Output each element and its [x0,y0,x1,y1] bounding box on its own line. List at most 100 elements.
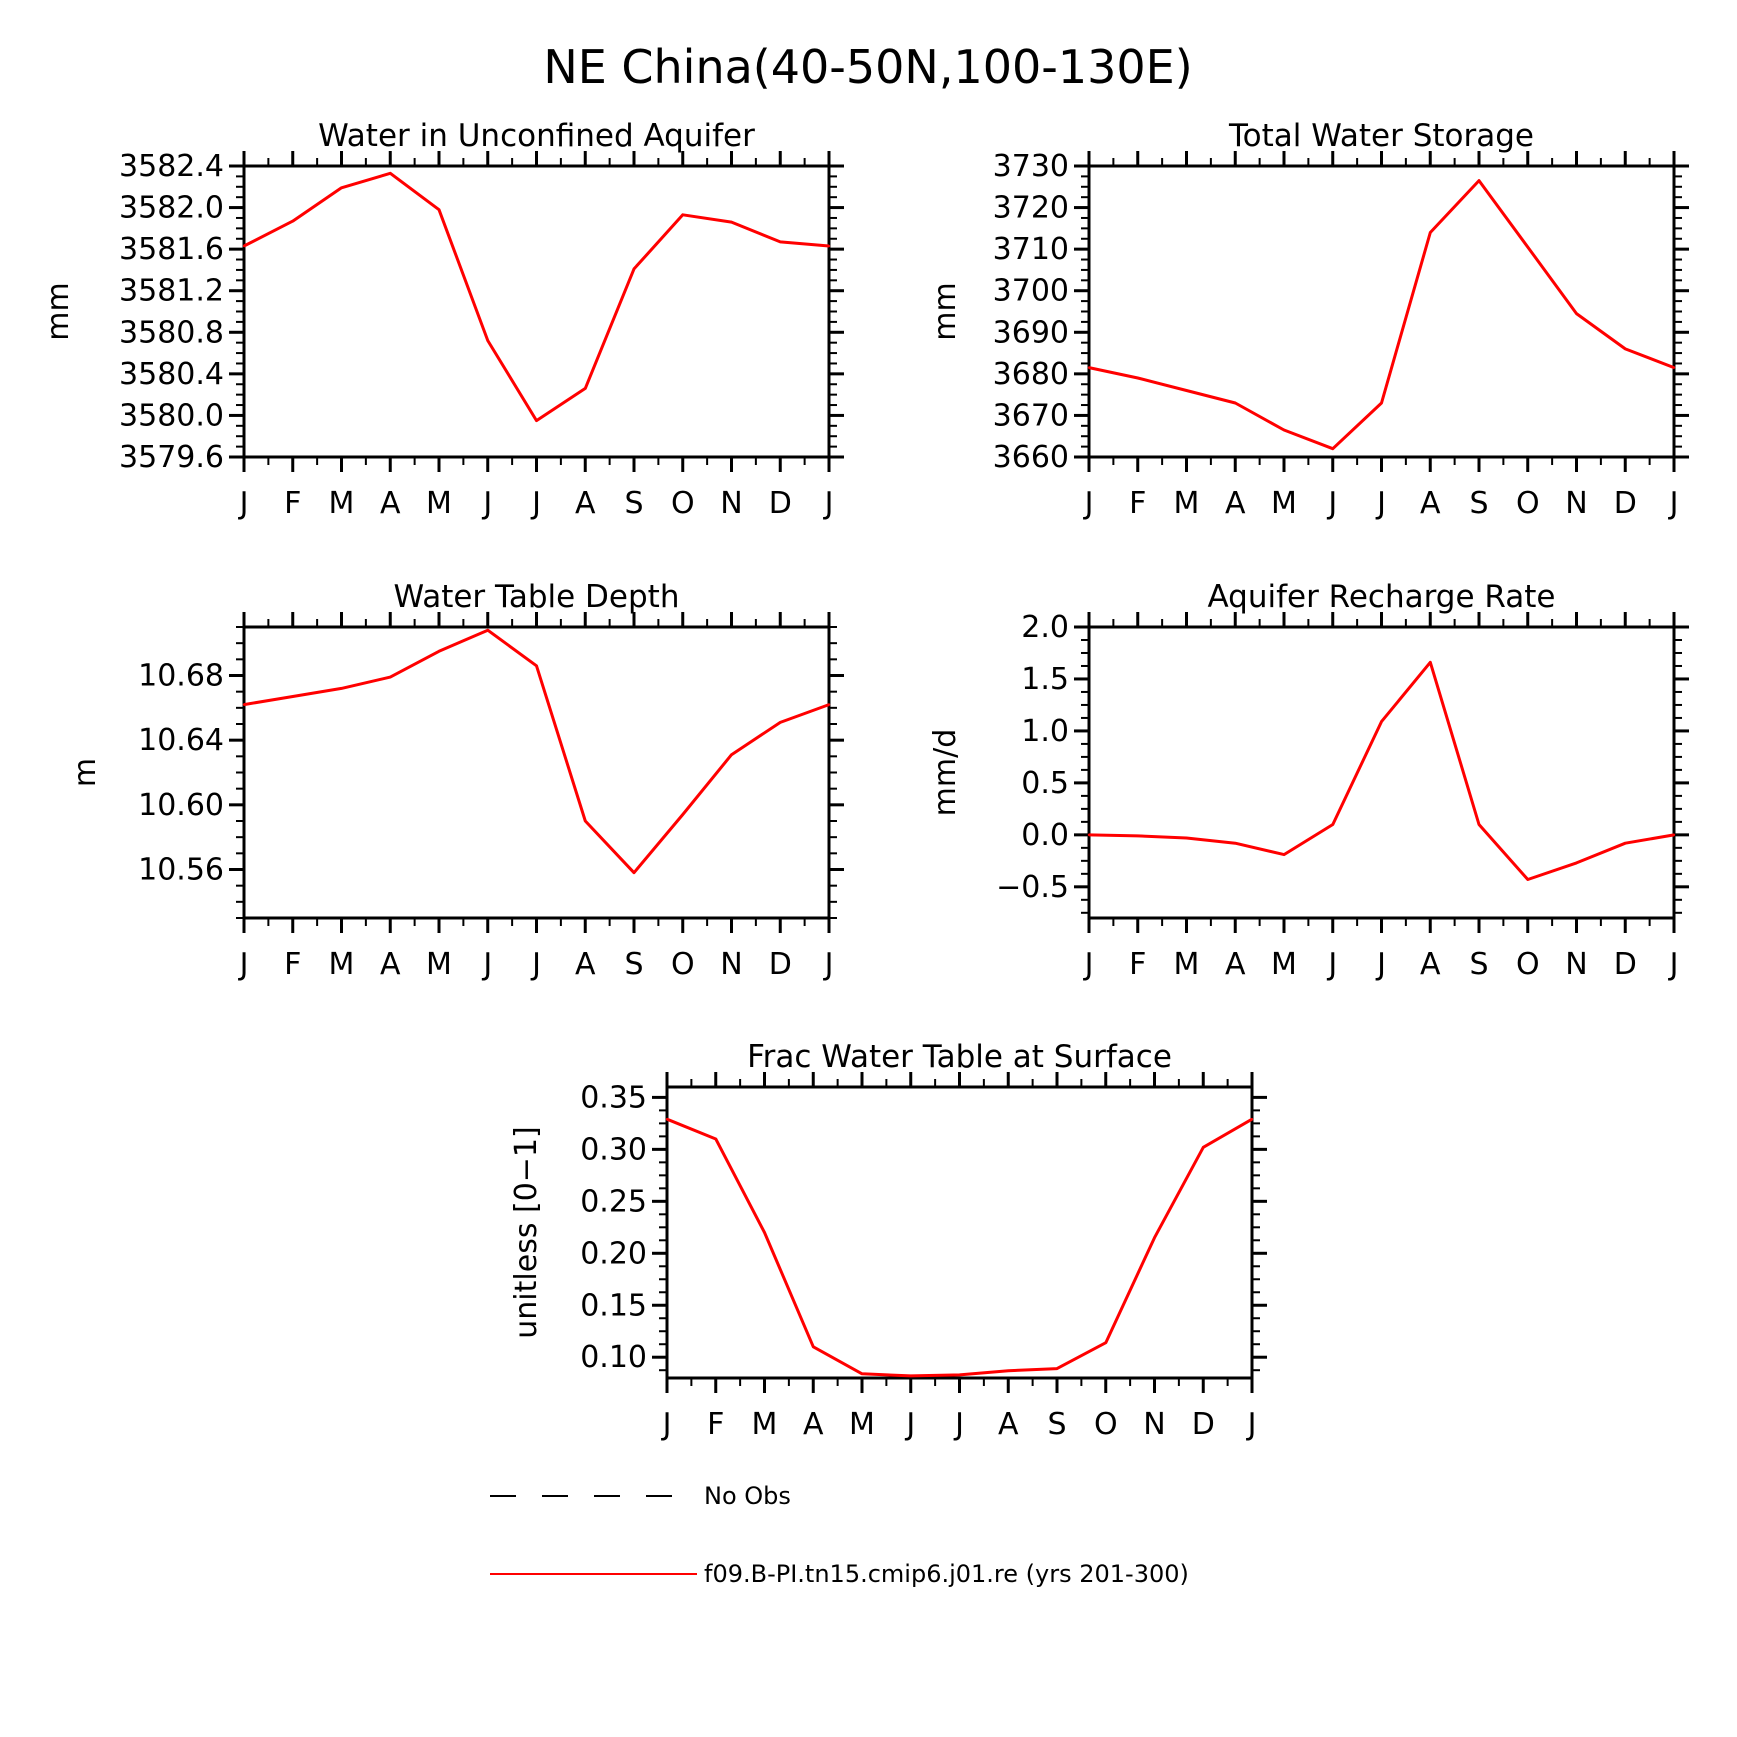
y-tick-label: 1.5 [1021,662,1069,697]
data-point [1234,841,1237,845]
y-tick-label: 0.30 [580,1132,647,1167]
data-point [1672,366,1676,369]
plot-frame [242,164,831,459]
y-tick-label: 0.0 [1021,818,1069,853]
data-point [1185,836,1188,840]
data-point [535,419,538,422]
data-point [291,695,294,698]
data-point [340,687,343,690]
x-tick-label: F [1129,947,1146,982]
x-tick-label: J [1326,947,1337,982]
x-tick-label: O [671,947,695,982]
x-tick-label: N [720,486,742,521]
y-tick-label: 3581.6 [119,232,224,267]
data-point [1331,823,1334,826]
data-point [1282,853,1286,856]
y-tick-label: 3680 [993,357,1069,392]
y-tick-label: 10.68 [138,659,224,694]
data-point [1380,401,1383,405]
y-tick-label: −0.5 [996,870,1069,905]
y-tick-label: 10.60 [138,788,224,823]
x-tick-label: D [1192,1407,1215,1442]
x-tick-label: J [661,1407,672,1442]
data-point [1136,834,1139,838]
x-tick-label: S [1469,947,1488,982]
x-tick-label: F [284,486,301,521]
data-point [1575,312,1578,315]
x-tick-label: J [1668,486,1679,521]
data-point [1282,428,1286,432]
y-axis-label: mm/d [928,729,963,817]
data-point [1429,661,1432,664]
y-tick-label: 3582.4 [119,149,224,184]
x-tick-label: A [380,947,401,982]
x-tick-label: J [1083,486,1094,521]
data-point [632,871,636,874]
y-tick-label: 3579.6 [119,440,224,475]
data-point [958,1373,961,1377]
y-tick-label: 0.20 [580,1236,647,1271]
data-point [584,387,587,390]
series-line [666,1117,1253,1378]
x-tick-label: D [769,486,792,521]
data-point [584,819,587,823]
x-tick-label: A [1225,486,1246,521]
x-tick-label: M [426,947,452,982]
data-point [779,240,782,244]
legend: No Obs f09.B-PI.tn15.cmip6.j01.re (yrs 2… [490,1482,1189,1588]
data-point [1624,347,1627,351]
figure-title: NE China(40-50N,100-130E) [543,40,1192,94]
data-point [812,1345,815,1349]
x-tick-label: A [380,486,401,521]
data-point [486,629,489,632]
data-point [1429,231,1432,234]
chart-panel-5: J F M A M J J A S O N D J0.100.150.200.250.300.35Fra… [509,1039,1267,1442]
data-point [389,675,392,679]
data-point [827,244,831,248]
data-point [681,213,684,217]
data-point [1136,376,1139,380]
x-tick-label: O [1094,1407,1118,1442]
data-point [1672,833,1676,837]
data-point [730,753,733,756]
panel-title: Frac Water Table at Surface [747,1039,1172,1075]
y-tick-label: 0.5 [1021,766,1069,801]
y-tick-label: 3700 [993,274,1069,309]
x-tick-label: M [752,1407,778,1442]
x-tick-label: D [1614,947,1637,982]
x-tick-label: M [849,1407,875,1442]
data-point [1477,179,1481,182]
data-point [1526,878,1529,881]
chart-panel-2: J F M A M J J A S O N D J366036703680369037003710372… [928,118,1689,521]
y-tick-label: 3582.0 [119,191,224,226]
panel-title: Aquifer Recharge Rate [1208,579,1556,615]
x-tick-label: M [329,947,355,982]
x-tick-label: J [823,947,834,982]
x-tick-label: F [1129,486,1146,521]
y-tick-label: 3660 [993,440,1069,475]
data-point [681,813,684,816]
data-point [909,1374,912,1378]
plot-frame [1087,164,1676,459]
panel-title: Water Table Depth [394,579,680,615]
data-point [486,339,489,342]
x-tick-label: O [1516,947,1540,982]
data-point [1380,720,1383,723]
panel-title: Total Water Storage [1228,118,1534,154]
x-tick-label: A [998,1407,1019,1442]
y-tick-label: 3720 [993,191,1069,226]
x-tick-label: J [238,947,249,982]
plot-frame [1087,625,1676,920]
x-tick-label: J [1246,1407,1257,1442]
data-point [1234,401,1237,405]
x-tick-label: J [1375,947,1386,982]
y-tick-label: 0.10 [580,1340,647,1375]
x-tick-label: M [1271,486,1297,521]
y-tick-label: 3730 [993,149,1069,184]
series-line [243,171,830,423]
data-point [860,1372,864,1376]
x-tick-label: F [284,947,301,982]
x-tick-label: S [624,486,643,521]
data-point [1526,245,1529,249]
